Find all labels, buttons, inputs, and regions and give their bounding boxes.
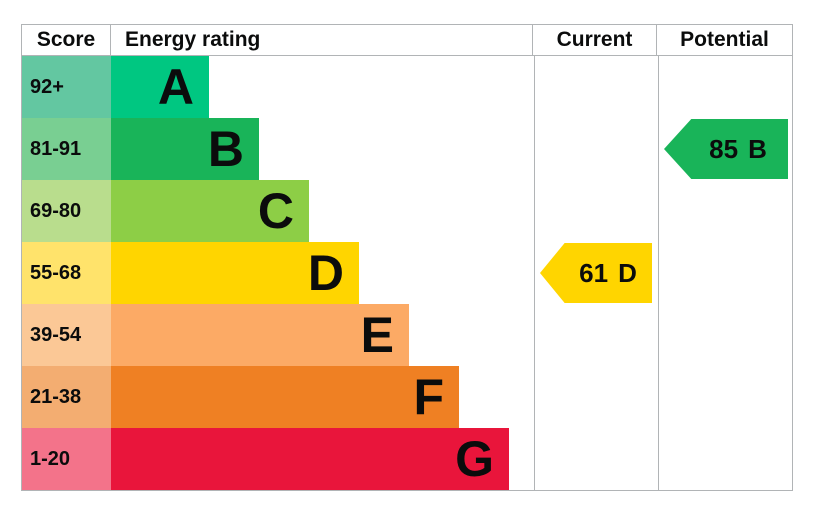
- score-range-f: 21-38: [22, 366, 111, 428]
- band-bar-d: D: [111, 242, 359, 304]
- band-bar-e: E: [111, 304, 409, 366]
- epc-table: Score Energy rating Current Potential 92…: [21, 24, 793, 491]
- potential-column-divider: [658, 56, 659, 490]
- score-range-a: 92+: [22, 56, 111, 118]
- band-letter-e: E: [360, 307, 394, 363]
- current-rating-arrow: 61 D: [540, 243, 652, 303]
- score-range-c: 69-80: [22, 180, 111, 242]
- band-bar-c: C: [111, 180, 309, 242]
- header-current: Current: [533, 25, 657, 55]
- band-row-a: 92+ A: [22, 56, 792, 118]
- header-potential: Potential: [680, 28, 769, 51]
- epc-body: 92+ A 81-91 B 69-80 C 55-68 D: [22, 56, 792, 490]
- score-range-e: 39-54: [22, 304, 111, 366]
- potential-rating-arrow: 85 B: [664, 119, 788, 179]
- band-letter-c: C: [257, 183, 294, 239]
- score-range-g: 1-20: [22, 428, 111, 490]
- table-header: Score Energy rating Current Potential: [22, 25, 792, 56]
- band-bar-a: A: [111, 56, 209, 118]
- band-bar-b: B: [111, 118, 259, 180]
- band-row-c: 69-80 C: [22, 180, 792, 242]
- band-row-g: 1-20 G: [22, 428, 792, 490]
- band-letter-d: D: [307, 245, 344, 301]
- band-letter-f: F: [413, 369, 444, 425]
- band-bar-f: F: [111, 366, 459, 428]
- band-letter-g: G: [455, 431, 494, 487]
- current-column-divider: [534, 56, 535, 490]
- score-range-d: 55-68: [22, 242, 111, 304]
- band-row-b: 81-91 B: [22, 118, 792, 180]
- current-rating-value: 61: [579, 257, 609, 288]
- band-row-d: 55-68 D: [22, 242, 792, 304]
- header-score: Score: [22, 25, 111, 55]
- score-range-b: 81-91: [22, 118, 111, 180]
- current-rating-band: D: [618, 257, 637, 288]
- potential-rating-band: B: [748, 133, 767, 164]
- band-letter-a: A: [157, 59, 194, 115]
- band-row-f: 21-38 F: [22, 366, 792, 428]
- band-row-e: 39-54 E: [22, 304, 792, 366]
- band-letter-b: B: [207, 121, 244, 177]
- header-energy-rating: Energy rating: [111, 25, 533, 55]
- band-bar-g: G: [111, 428, 509, 490]
- potential-rating-value: 85: [709, 133, 739, 164]
